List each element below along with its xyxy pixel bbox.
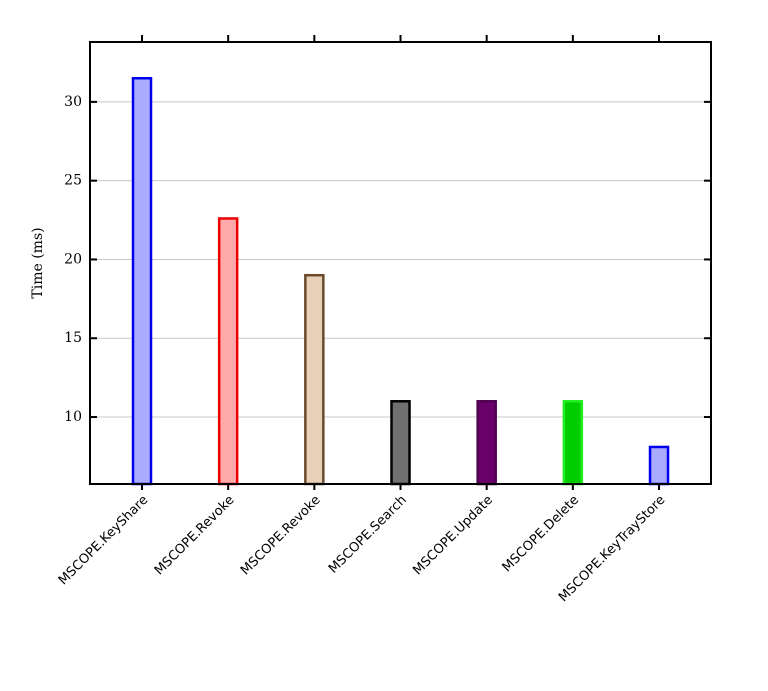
bar xyxy=(648,445,670,486)
bar xyxy=(390,400,411,486)
bar xyxy=(476,400,497,486)
x-tick-label: MSCOPE.Update xyxy=(410,493,496,579)
x-tick-label: MSCOPE.Search xyxy=(326,493,410,577)
bar xyxy=(304,273,325,486)
y-tick-label: 10 xyxy=(64,409,82,425)
plot-frame xyxy=(89,41,712,485)
bar xyxy=(217,217,239,486)
x-tick-label: MSCOPE.Revoke xyxy=(238,493,324,579)
y-axis-label: Time (ms) xyxy=(30,227,46,298)
x-tick-label: MSCOPE.KeyShare xyxy=(56,493,151,588)
y-tick-label: 25 xyxy=(64,173,82,189)
bar xyxy=(131,76,153,486)
y-tick-label: 30 xyxy=(64,94,82,110)
y-tick-label: 15 xyxy=(64,330,82,346)
bar xyxy=(562,400,584,486)
y-tick-label: 20 xyxy=(64,251,82,267)
x-tick-label: MSCOPE.Delete xyxy=(500,493,583,576)
x-tick-label: MSCOPE.Revoke xyxy=(152,493,238,579)
